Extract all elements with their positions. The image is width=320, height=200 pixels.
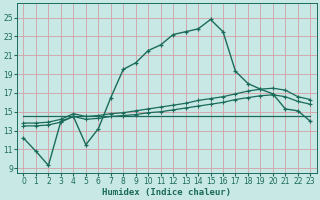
X-axis label: Humidex (Indice chaleur): Humidex (Indice chaleur)	[102, 188, 231, 197]
